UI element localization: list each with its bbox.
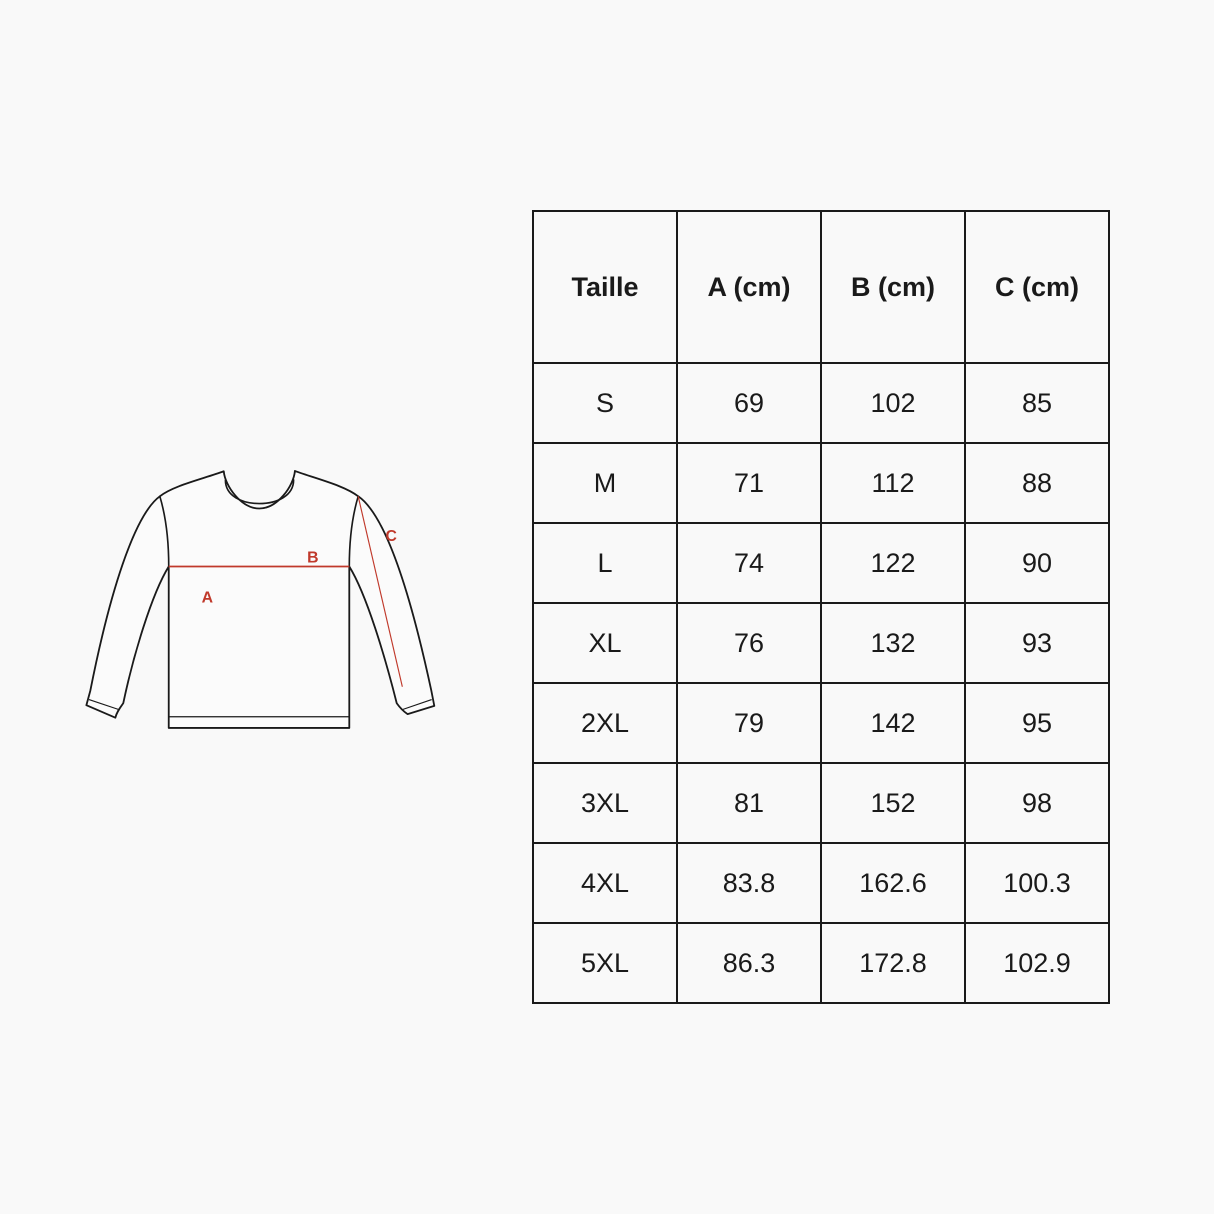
- svg-text:A: A: [202, 589, 213, 606]
- svg-text:C: C: [386, 528, 397, 545]
- svg-text:B: B: [307, 550, 318, 567]
